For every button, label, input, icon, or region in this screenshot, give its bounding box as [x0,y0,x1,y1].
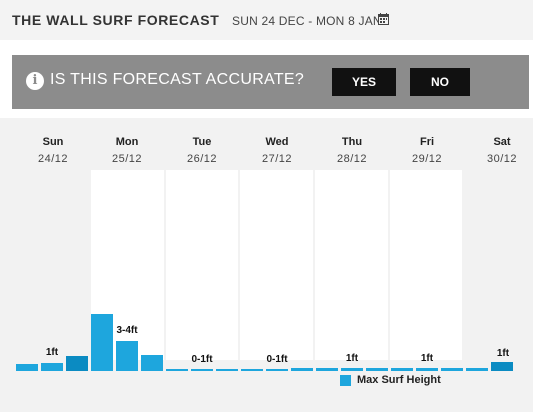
day-header-sat: Sat 30/12 [464,136,533,165]
surf-height-label: 3-4ft [116,325,138,336]
surf-bar[interactable] [416,368,438,371]
day-name: Fri [419,136,435,148]
surf-height-label: 1ft [496,348,510,359]
day-date: 30/12 [486,153,518,165]
surf-bar[interactable] [291,368,313,371]
day-column [315,170,388,360]
day-date: 27/12 [261,153,293,165]
surf-bar[interactable] [466,368,488,371]
surf-forecast-chart: Sun 24/12 Mon 25/12 Tue 26/12 Wed 27/12 … [0,118,533,412]
surf-height-label: 1ft [420,353,434,364]
surf-bar[interactable] [191,369,213,371]
surf-height-label: 1ft [45,347,59,358]
day-name: Mon [115,136,139,148]
calendar-icon[interactable] [378,13,389,25]
day-header-mon: Mon 25/12 [89,136,165,165]
surf-bar[interactable] [391,368,413,371]
day-name: Wed [265,136,289,148]
day-name: Sat [493,136,511,148]
surf-height-label: 0-1ft [191,354,213,365]
legend-swatch [340,375,351,386]
day-date: 28/12 [336,153,368,165]
page-title: THE WALL SURF FORECAST [12,12,220,28]
surf-bar[interactable] [441,368,463,371]
surf-bar[interactable] [241,369,263,371]
date-range[interactable]: SUN 24 DEC - MON 8 JAN [232,14,382,28]
surf-bar[interactable] [491,362,513,371]
surf-bar[interactable] [91,314,113,371]
surf-bar[interactable] [41,363,63,371]
surf-bar[interactable] [141,355,163,371]
info-icon: i [26,72,44,90]
day-header-sun: Sun 24/12 [15,136,91,165]
day-header-thu: Thu 28/12 [314,136,390,165]
surf-bar[interactable] [266,369,288,371]
surf-height-label: 0-1ft [266,354,288,365]
legend-label: Max Surf Height [357,374,441,386]
day-column [390,170,462,360]
accuracy-banner: i IS THIS FORECAST ACCURATE? YES NO [12,55,529,109]
day-date: 26/12 [186,153,218,165]
surf-bar[interactable] [116,341,138,371]
day-name: Sun [42,136,64,148]
day-header-wed: Wed 27/12 [239,136,315,165]
surf-bar[interactable] [366,368,388,371]
day-date: 25/12 [111,153,143,165]
day-name: Tue [192,136,212,148]
surf-bar[interactable] [316,368,338,371]
surf-bar[interactable] [166,369,188,371]
day-header-fri: Fri 29/12 [389,136,465,165]
no-button[interactable]: NO [410,68,470,96]
surf-bar[interactable] [16,364,38,371]
day-column [240,170,313,360]
day-column [166,170,238,360]
surf-bar[interactable] [216,369,238,371]
day-date: 29/12 [411,153,443,165]
accuracy-question: IS THIS FORECAST ACCURATE? [50,71,305,88]
surf-height-label: 1ft [345,353,359,364]
forecast-header: THE WALL SURF FORECAST SUN 24 DEC - MON … [0,0,533,40]
day-header-tue: Tue 26/12 [164,136,240,165]
surf-bar[interactable] [341,368,363,371]
day-date: 24/12 [37,153,69,165]
day-name: Thu [341,136,363,148]
surf-bar[interactable] [66,356,88,371]
yes-button[interactable]: YES [332,68,396,96]
